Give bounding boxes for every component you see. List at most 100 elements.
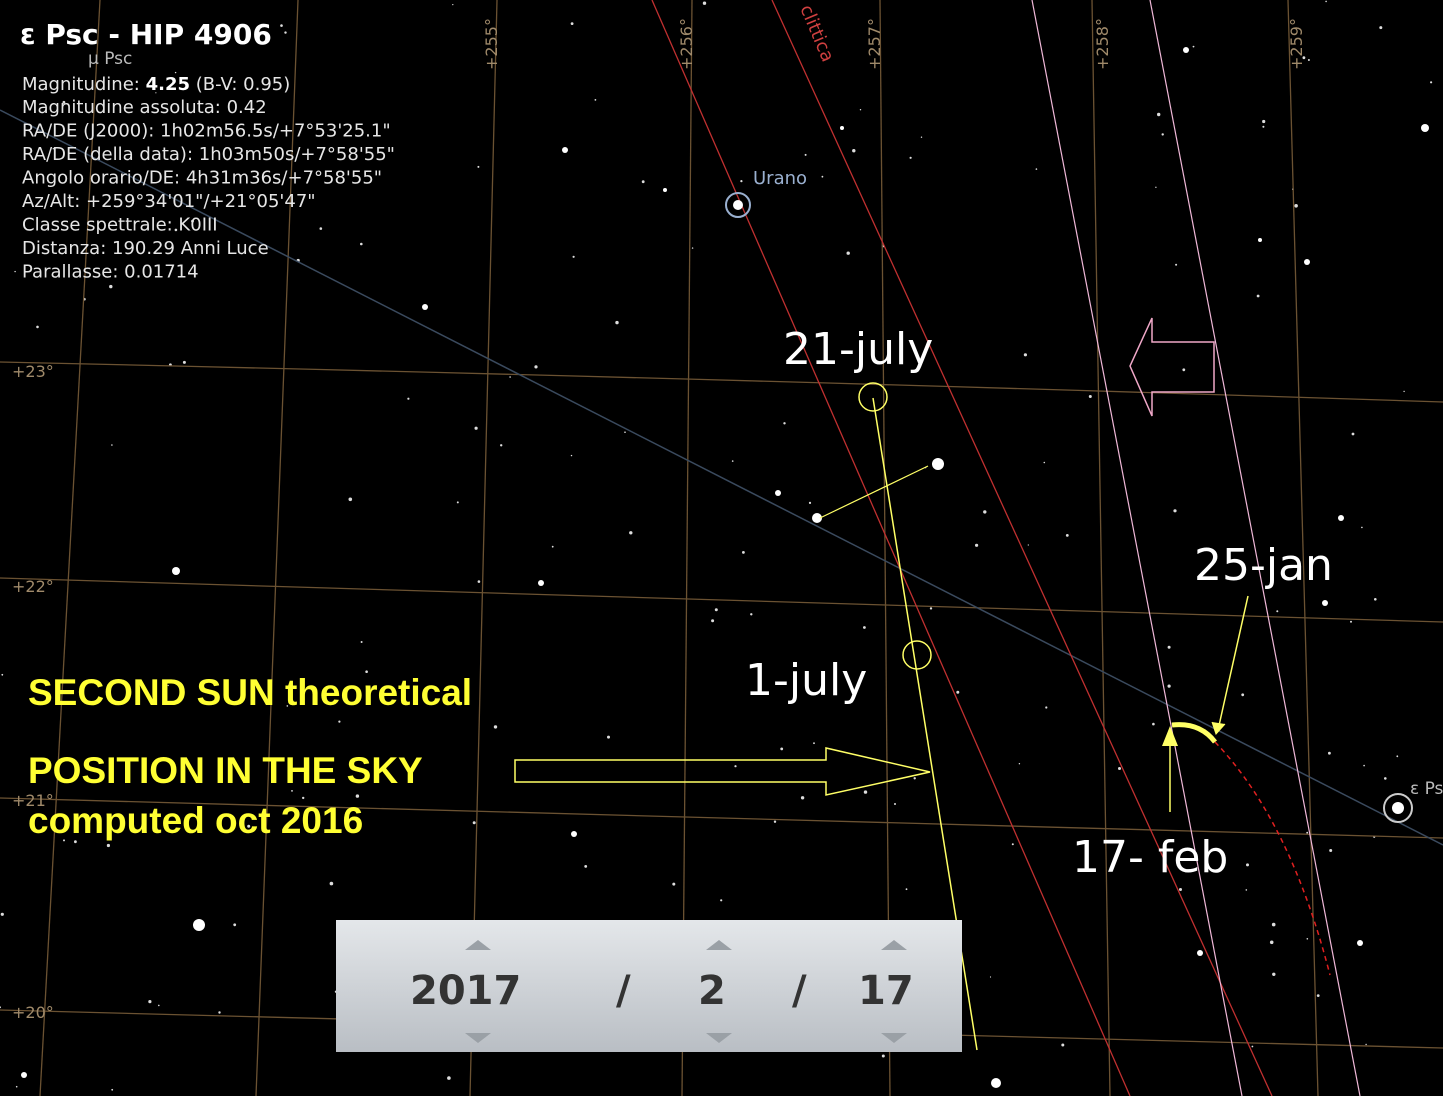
star: [284, 31, 287, 34]
star: [1155, 186, 1157, 188]
star: [812, 513, 822, 523]
info-line: RA/DE (J2000): 1h02m56.5s/+7°53'25.1": [22, 121, 391, 142]
star: [775, 490, 781, 496]
star: [1392, 802, 1404, 814]
up-arrow[interactable]: [881, 940, 907, 950]
star: [594, 99, 597, 101]
star: [562, 147, 568, 153]
year-field[interactable]: 2017: [410, 968, 521, 1014]
star: [1, 673, 4, 676]
caption: computed oct 2016: [28, 800, 363, 841]
star: [1043, 461, 1046, 464]
grid-label: +258°: [1093, 18, 1112, 70]
star: [846, 251, 850, 255]
star: [148, 1000, 152, 1004]
pointer-line: [1217, 595, 1249, 731]
star: [1384, 777, 1387, 780]
star: [975, 543, 979, 547]
star: [1258, 238, 1262, 242]
predicted-path: [1214, 741, 1331, 976]
grid-line: [0, 577, 1443, 623]
month-field[interactable]: 2: [698, 968, 726, 1014]
info-detail: (B-V: 0.95): [196, 74, 291, 95]
star: [1304, 259, 1310, 265]
grid-line: [0, 361, 1443, 403]
star: [909, 156, 912, 159]
star: [1061, 1043, 1065, 1047]
star: [1179, 888, 1182, 891]
day-field[interactable]: 17: [858, 968, 914, 1014]
star: [1306, 831, 1309, 834]
planet-label: Urano: [753, 168, 807, 189]
star: [1152, 722, 1155, 726]
star: [584, 865, 588, 868]
up-arrow[interactable]: [465, 940, 491, 950]
star: [500, 444, 503, 447]
spin-arrows: [465, 940, 907, 1043]
star: [1396, 755, 1399, 758]
info-line: Magnitudine assoluta: 0.42: [22, 97, 267, 118]
info-line: Distanza: 190.29 Anni Luce: [22, 238, 269, 259]
star: [1374, 598, 1377, 601]
star: [804, 153, 807, 156]
star: [702, 1, 707, 5]
annotation: 21-july: [783, 324, 933, 375]
grid-line: [469, 0, 498, 1096]
down-arrow[interactable]: [881, 1033, 907, 1043]
star: [800, 796, 805, 800]
star: [932, 458, 944, 470]
info-label: Magnitudine:: [22, 74, 140, 95]
star: [1157, 112, 1161, 117]
star: [720, 899, 723, 902]
star: [280, 24, 283, 27]
star: [1088, 395, 1092, 398]
info-value: 4.25: [146, 74, 190, 95]
pink-line: [1149, 0, 1361, 1096]
star: [348, 497, 353, 502]
grid-label: +22°: [12, 577, 54, 596]
star: [989, 976, 992, 978]
up-arrow[interactable]: [706, 940, 732, 950]
star: [863, 626, 866, 629]
star: [905, 888, 908, 891]
down-arrow[interactable]: [706, 1033, 732, 1043]
star: [106, 843, 110, 848]
star: [1272, 972, 1276, 976]
pointer-line: [819, 465, 929, 519]
star: [233, 923, 237, 927]
star: [572, 255, 575, 258]
star: [1197, 950, 1203, 956]
star: [813, 742, 815, 745]
star: [1011, 843, 1014, 846]
star: [191, 219, 194, 223]
date-picker[interactable]: 2017 / 2 / 17: [336, 920, 962, 1052]
info-line: RA/DE (della data): 1h03m50s/+7°58'55": [22, 144, 395, 165]
grid-line: [1287, 0, 1319, 1096]
star: [422, 304, 428, 310]
star: [1361, 526, 1363, 529]
grid-label: +255°: [482, 18, 501, 70]
star: [74, 840, 77, 844]
star: [1307, 59, 1310, 61]
star: [0, 912, 4, 916]
star: [63, 839, 65, 842]
star: [571, 831, 577, 837]
star: [174, 228, 178, 232]
planet: [733, 200, 743, 210]
star: [920, 136, 923, 138]
arrow-head: [1162, 726, 1178, 746]
star: [0, 1006, 1, 1009]
star: [1338, 515, 1344, 521]
down-arrow[interactable]: [465, 1033, 491, 1043]
star: [360, 641, 363, 643]
star: [840, 126, 844, 130]
star: [1421, 124, 1429, 132]
star: [474, 426, 478, 430]
star: [1379, 26, 1383, 30]
star: [244, 84, 247, 87]
arrow-head: [1211, 721, 1226, 735]
star: [913, 777, 916, 780]
star: [1175, 263, 1178, 266]
info-line: Az/Alt: +259°34'01"/+21°05'47": [22, 191, 316, 212]
star: [355, 794, 360, 798]
